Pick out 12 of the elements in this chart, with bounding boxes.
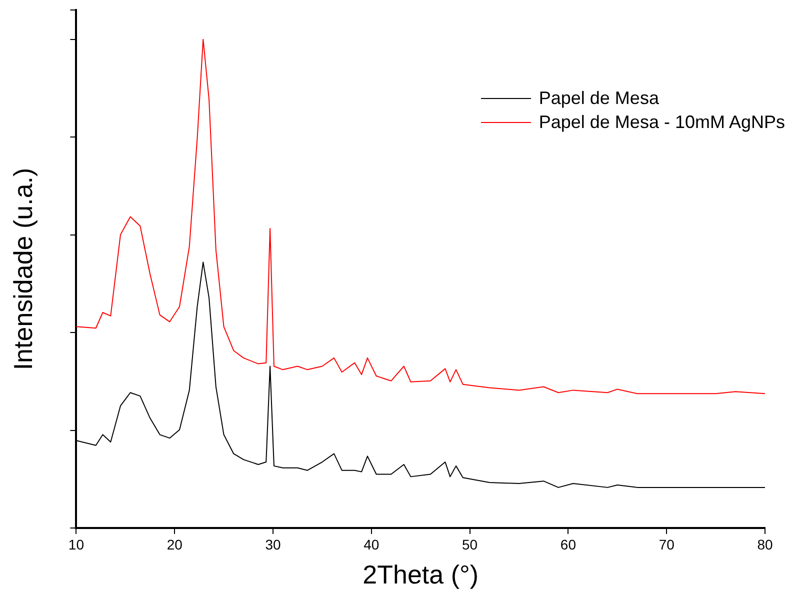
legend-label: Papel de Mesa - 10mM AgNPs [538, 111, 785, 134]
legend-label: Papel de Mesa [538, 87, 659, 110]
x-tick-label: 30 [265, 536, 281, 552]
x-tick-label: 70 [658, 536, 675, 552]
x-tick-label: 60 [560, 536, 576, 552]
y-axis-title: Intensidade (u.a.) [8, 168, 38, 370]
x-tick-label: 20 [166, 536, 183, 552]
x-tick-label: 10 [68, 536, 84, 552]
x-tick-label: 50 [462, 536, 478, 552]
x-axis-title: 2Theta (°) [362, 560, 479, 590]
x-tick-label: 80 [757, 536, 773, 552]
x-tick-label: 40 [364, 536, 380, 552]
